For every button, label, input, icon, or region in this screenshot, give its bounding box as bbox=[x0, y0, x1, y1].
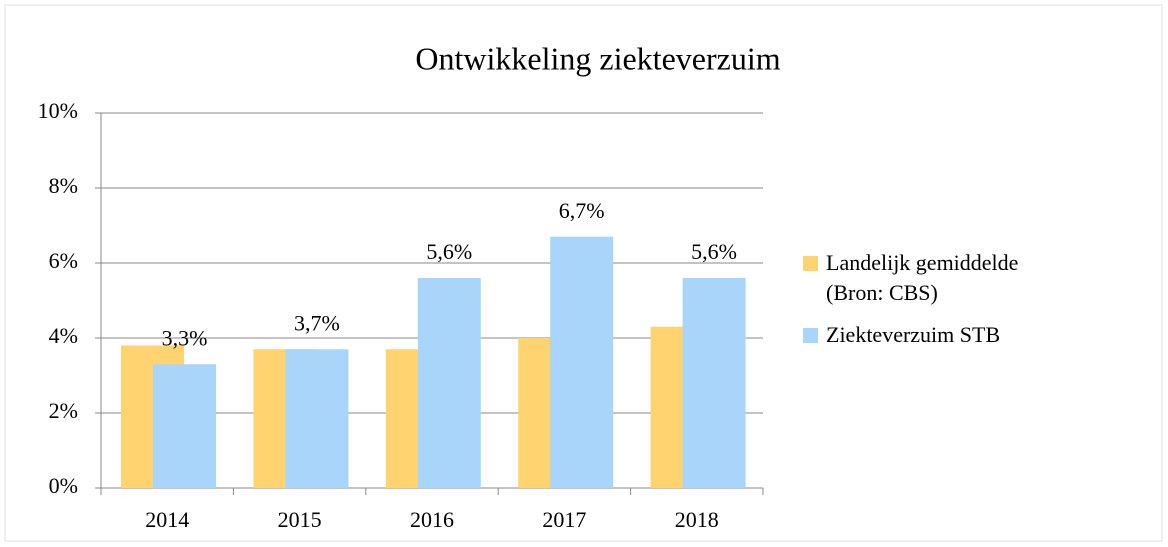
x-tick-label: 2015 bbox=[278, 507, 322, 532]
y-tick-label: 2% bbox=[49, 398, 78, 423]
legend-label: Landelijk gemiddelde (Bron: CBS) bbox=[826, 250, 1019, 305]
bar bbox=[682, 278, 746, 488]
legend-item: Ziekteverzuim STB bbox=[803, 320, 1063, 350]
legend-label: Ziekteverzuim STB bbox=[826, 322, 1001, 347]
bar bbox=[153, 364, 216, 488]
data-label: 5,6% bbox=[426, 239, 472, 264]
data-label: 5,6% bbox=[691, 239, 737, 264]
y-tick-label: 10% bbox=[38, 98, 78, 123]
legend-swatch bbox=[803, 256, 818, 271]
x-tick-label: 2017 bbox=[542, 507, 586, 532]
data-label: 6,7% bbox=[559, 198, 605, 223]
bar bbox=[417, 278, 481, 488]
x-tick-label: 2014 bbox=[145, 507, 189, 532]
chart-border bbox=[4, 4, 1163, 542]
y-tick-label: 0% bbox=[49, 473, 78, 498]
chart-title: Ontwikkeling ziekteverzuim bbox=[415, 40, 780, 76]
bar bbox=[285, 349, 349, 488]
legend-item: Landelijk gemiddelde (Bron: CBS) bbox=[803, 248, 1063, 308]
legend: Landelijk gemiddelde (Bron: CBS) Ziekteve… bbox=[803, 248, 1063, 362]
data-label: 3,3% bbox=[162, 325, 208, 350]
y-tick-label: 4% bbox=[49, 323, 78, 348]
y-tick-label: 8% bbox=[49, 173, 78, 198]
x-tick-label: 2018 bbox=[675, 507, 719, 532]
bar bbox=[550, 236, 614, 488]
y-tick-label: 6% bbox=[49, 248, 78, 273]
legend-swatch bbox=[803, 328, 818, 343]
data-label: 3,7% bbox=[294, 310, 340, 335]
x-tick-label: 2016 bbox=[410, 507, 454, 532]
